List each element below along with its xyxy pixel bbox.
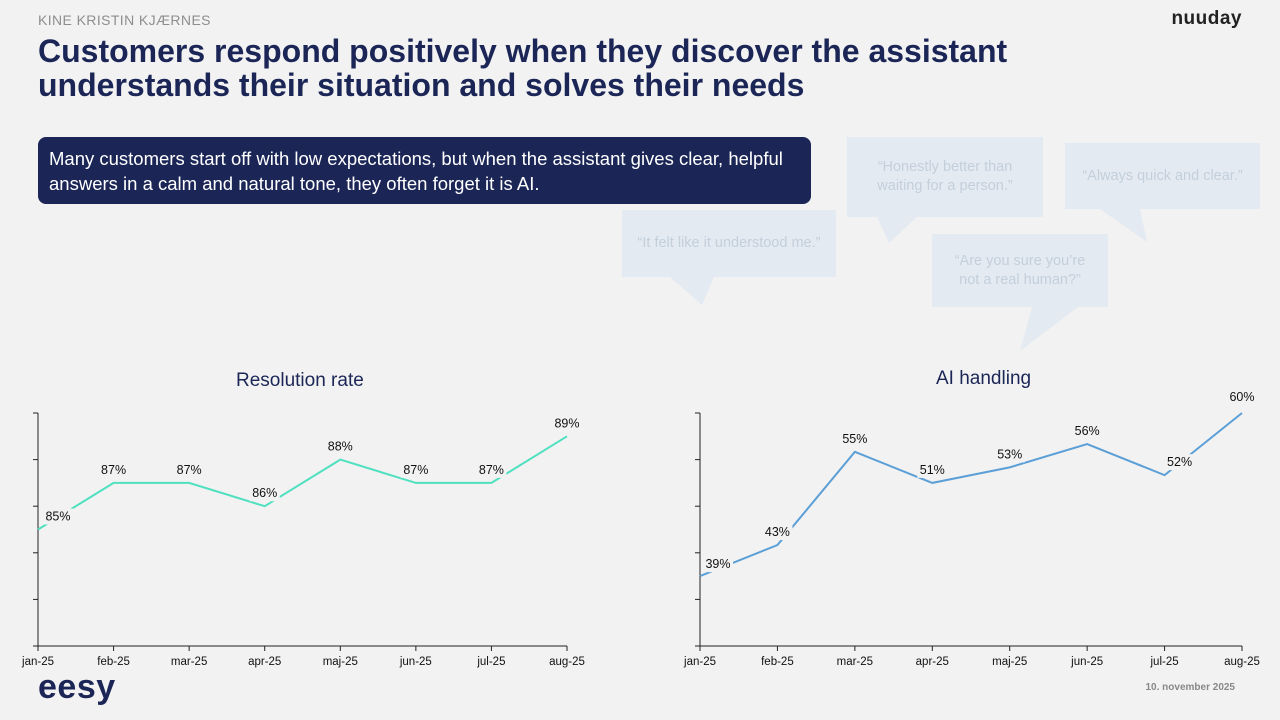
x-tick-label: jan-25 [21, 656, 54, 668]
data-label: 52% [1167, 455, 1192, 469]
bubble-tail-icon [1100, 209, 1147, 242]
data-label: 89% [554, 416, 579, 430]
bubble-tail-icon [877, 217, 917, 243]
data-label-bg [249, 485, 280, 502]
key-message-text: Many customers start off with low expect… [49, 148, 783, 194]
slide-title: Customers respond positively when they d… [38, 33, 1008, 103]
x-tick-label: aug-25 [549, 656, 585, 668]
data-label: 87% [177, 463, 202, 477]
x-tick-label: apr-25 [916, 656, 949, 668]
data-label: 88% [328, 440, 353, 454]
quote-text-4: “Are you sure you’re not a real human?” [954, 252, 1086, 288]
data-label-bg [1164, 454, 1195, 471]
author-name: KINE KRISTIN KJÆRNES [38, 12, 211, 28]
bubble-tail-icon [670, 277, 714, 305]
data-label-bg [917, 461, 948, 478]
data-label: 39% [705, 557, 730, 571]
data-label-bg [1072, 423, 1103, 440]
bubble-tail-icon [1020, 307, 1078, 351]
data-label: 87% [403, 463, 428, 477]
quote-bubble-2: “Always quick and clear.” [1065, 143, 1260, 242]
data-label-bg [552, 415, 582, 432]
x-tick-label: maj-25 [992, 656, 1027, 668]
x-tick-label: apr-25 [248, 656, 281, 668]
nuuday-logo: nuuday [1171, 8, 1242, 29]
x-tick-label: feb-25 [761, 656, 794, 668]
x-tick-label: maj-25 [323, 656, 358, 668]
quote-bubble-1: “Honestly better than waiting for a pers… [847, 137, 1043, 243]
x-tick-label: jan-25 [683, 656, 716, 668]
chart-title-resolution: Resolution rate [236, 370, 364, 391]
data-label-bg [1227, 389, 1257, 405]
data-label: 85% [45, 510, 70, 524]
data-label-bg [839, 430, 870, 447]
data-label-bg [43, 508, 73, 525]
quote-text-1: “Honestly better than waiting for a pers… [877, 159, 1013, 194]
data-label-bg [762, 524, 793, 541]
data-label-bg [98, 461, 129, 478]
quote-text-2: “Always quick and clear.” [1082, 167, 1243, 184]
data-label: 87% [479, 463, 504, 477]
data-label-bg [994, 446, 1025, 463]
data-label-bg [174, 461, 205, 478]
quote-text-3: “It felt like it understood me.” [637, 235, 821, 251]
data-label: 53% [997, 447, 1022, 461]
data-label: 55% [842, 432, 867, 446]
x-tick-label: jul-25 [476, 656, 505, 668]
footer-date: 10. november 2025 [1145, 682, 1236, 693]
eesy-logo: eesy [38, 668, 116, 706]
data-label: 56% [1075, 424, 1100, 438]
x-tick-label: mar-25 [171, 656, 207, 668]
data-label: 60% [1229, 390, 1254, 404]
data-label-bg [400, 461, 431, 478]
data-label: 87% [101, 463, 126, 477]
data-label-bg [703, 556, 733, 573]
data-label: 86% [252, 486, 277, 500]
x-tick-label: jun-25 [399, 656, 432, 668]
key-message-banner: Many customers start off with low expect… [38, 137, 811, 204]
data-label: 51% [920, 463, 945, 477]
x-tick-label: aug-25 [1224, 656, 1260, 668]
data-label: 43% [765, 525, 790, 539]
quote-bubble-4: “Are you sure you’re not a real human?” [932, 234, 1108, 351]
series-line [37, 435, 568, 531]
data-label-bg [476, 461, 507, 478]
series-line [699, 412, 1243, 578]
x-tick-label: jun-25 [1070, 656, 1103, 668]
quote-bubble-3: “It felt like it understood me.” [622, 210, 836, 305]
x-tick-label: feb-25 [97, 656, 130, 668]
chart-title-ai-handling: AI handling [936, 368, 1032, 389]
x-tick-label: mar-25 [837, 656, 873, 668]
x-tick-label: jul-25 [1150, 656, 1179, 668]
data-label-bg [325, 438, 356, 455]
